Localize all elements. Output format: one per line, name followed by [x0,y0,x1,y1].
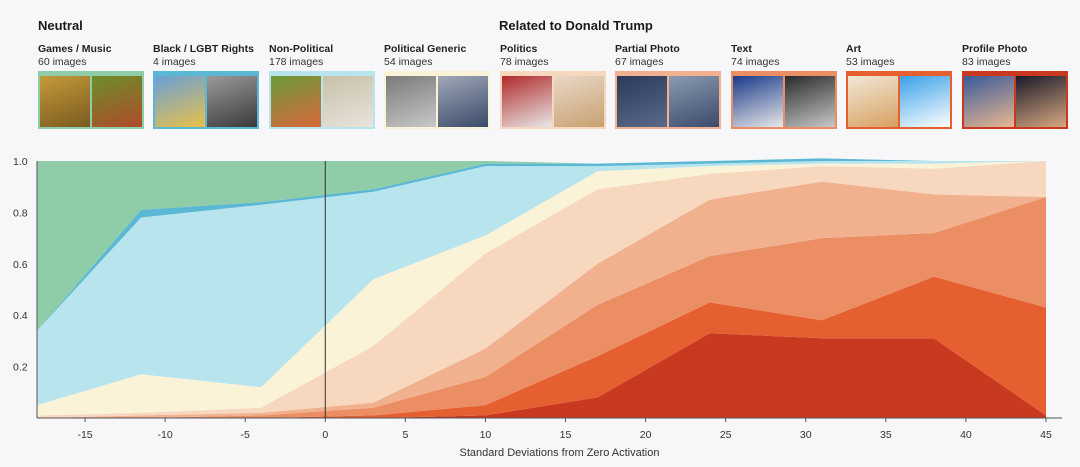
area-games-music [37,158,1046,331]
neutral-group-title: Neutral [38,18,83,33]
category-politics: Politics 78 images [500,43,610,129]
category-name: Games / Music [38,43,112,55]
thumbnail-image [785,76,835,127]
y-tick-label: 0.2 [13,362,28,374]
area-non-political [37,161,1046,406]
x-tick-label: 30 [800,429,812,441]
thumbnail-image [617,76,667,127]
x-tick-label: 10 [480,429,492,441]
category-name: Text [731,43,752,55]
x-tick-label: 5 [402,429,408,441]
area-art [37,276,1046,418]
y-tick-label: 0.8 [13,207,28,219]
category-count: 67 images [615,56,664,68]
category-games-music: Games / Music 60 images [38,43,148,129]
thumbnail-image [271,76,321,127]
thumbnail-image [669,76,719,127]
thumbnail-image [1016,76,1066,127]
category-profile-photo: Profile Photo 83 images [962,43,1072,129]
category-name: Black / LGBT Rights [153,43,254,55]
thumbnail-image [900,76,950,127]
category-art: Art 53 images [846,43,956,129]
x-tick-label: 25 [720,429,732,441]
y-tick-label: 0.6 [13,259,28,271]
area-political-generic [37,161,1046,416]
x-tick-label: 15 [560,429,572,441]
rights-thumbnail [153,71,259,129]
category-name: Art [846,43,862,55]
category-count: 78 images [500,56,549,68]
text-thumbnail [731,71,837,129]
thumbnail-image [386,76,436,127]
category-count: 83 images [962,56,1011,68]
category-political-generic: Political Generic 54 images [384,43,494,129]
x-tick-label: -10 [158,429,173,441]
category-name: Profile Photo [962,43,1028,55]
nature-thumbnail [269,71,375,129]
x-tick-label: 35 [880,429,892,441]
category-name: Politics [500,43,538,55]
area-politics [37,161,1046,418]
x-tick-label: 45 [1040,429,1052,441]
x-tick-label: 0 [322,429,328,441]
thumbnail-image [848,76,898,127]
category-name: Non-Political [269,43,334,55]
category-black-lgbt-rights: Black / LGBT Rights 4 images [153,43,263,129]
thumbnail-image [502,76,552,127]
x-tick-label: 40 [960,429,972,441]
thumbnail-image [207,76,257,127]
category-name: Partial Photo [615,43,680,55]
thumbnail-image [554,76,604,127]
category-count: 54 images [384,56,433,68]
art-thumbnail [846,71,952,129]
thumbnail-image [155,76,205,127]
politics-thumbnail [500,71,606,129]
x-tick-label: -15 [77,429,92,441]
category-count: 4 images [153,56,196,68]
category-count: 178 images [269,56,324,68]
category-count: 53 images [846,56,895,68]
category-count: 60 images [38,56,87,68]
area-partial-photo [37,181,1046,418]
category-text: Text 74 images [731,43,841,129]
thumbnail-image [733,76,783,127]
partial-photo-thumbnail [615,71,721,129]
thumbnail-image [438,76,488,127]
thumbnail-image [92,76,142,127]
thumbnail-image [40,76,90,127]
x-axis-label: Standard Deviations from Zero Activation [460,447,660,459]
trump-group-title: Related to Donald Trump [499,18,653,33]
y-tick-label: 0.4 [13,310,28,322]
category-non-political: Non-Political 178 images [269,43,379,129]
y-tick-label: 1.0 [13,156,28,168]
area-black-lgbt-rights [37,158,1046,331]
game-thumbnail [38,71,144,129]
x-tick-label: -5 [241,429,250,441]
thumbnail-image [323,76,373,127]
category-partial-photo: Partial Photo 67 images [615,43,725,129]
area-profile-photo [37,333,1046,418]
category-name: Political Generic [384,43,467,55]
area-text [37,197,1046,418]
thumbnail-image [964,76,1014,127]
generic-thumbnail [384,71,490,129]
category-count: 74 images [731,56,780,68]
x-tick-label: 20 [640,429,652,441]
profile-photo-thumbnail [962,71,1068,129]
